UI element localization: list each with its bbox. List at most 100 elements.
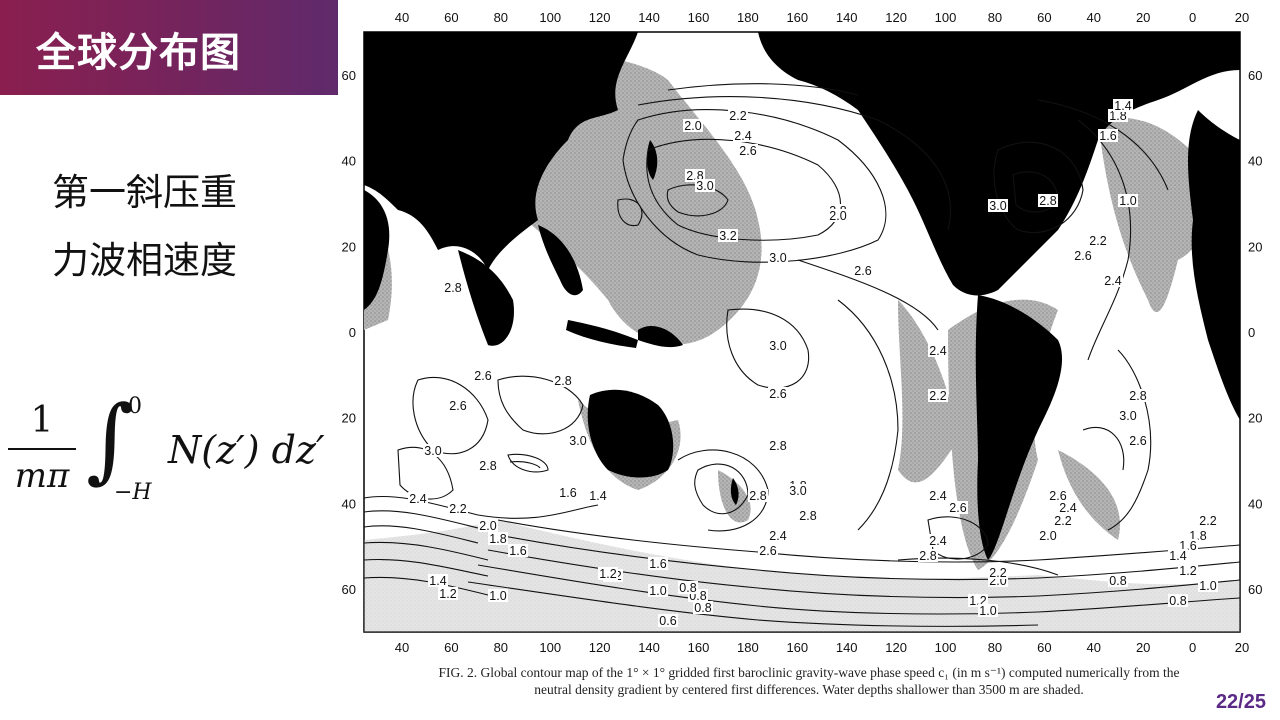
- bottom-axis-label: 20: [1235, 640, 1249, 655]
- contour-label-bg: [1058, 501, 1078, 514]
- contour-label-bg: [478, 459, 498, 472]
- formula-numerator: 1: [30, 400, 54, 441]
- contour-label-bg: [695, 179, 715, 192]
- right-axis-label: 20: [1248, 411, 1262, 426]
- left-axis-label: 60: [342, 582, 356, 597]
- top-axis-label: 100: [935, 10, 957, 25]
- contour-value-label: 1.2: [439, 587, 456, 601]
- contour-label-bg: [1178, 564, 1198, 577]
- contour-label-bg: [1088, 234, 1108, 247]
- bottom-axis-label: 120: [885, 640, 907, 655]
- contour-value-label: 3.0: [789, 484, 806, 498]
- contour-label-bg: [1098, 129, 1118, 142]
- contour-value-label: 2.8: [749, 489, 766, 503]
- contour-label-bg: [718, 229, 738, 242]
- contour-value-label: 3.0: [424, 444, 441, 458]
- contour-label-bg: [423, 444, 443, 457]
- contour-label-bg: [1053, 514, 1073, 527]
- phase-speed-formula: 1 mπ ∫ 0 −H N(z′) dz′: [6, 388, 336, 518]
- contour-value-label: 2.2: [1089, 234, 1106, 248]
- contour-label-bg: [685, 169, 705, 182]
- contour-label-bg: [448, 502, 468, 515]
- contour-label-bg: [968, 594, 988, 607]
- contour-label-bg: [598, 567, 618, 580]
- contour-value-label: 1.0: [979, 604, 996, 618]
- contour-label-bg: [488, 532, 508, 545]
- contour-value-label: 2.6: [449, 399, 466, 413]
- land-masses: [364, 32, 1240, 560]
- contour-value-label: 2.4: [1059, 501, 1076, 515]
- contour-value-label: 1.2: [599, 567, 616, 581]
- contour-label-bg: [928, 534, 948, 547]
- contour-label-bg: [928, 344, 948, 357]
- contour-label-bg: [683, 119, 703, 132]
- bottom-axis-label: 140: [836, 640, 858, 655]
- contour-label-bg: [1118, 409, 1138, 422]
- contour-value-label: 2.4: [734, 129, 751, 143]
- left-axis-label: 20: [342, 411, 356, 426]
- title-banner: 全球分布图: [0, 0, 338, 95]
- shallow-water-shading: [364, 44, 1240, 632]
- contour-value-label: 2.8: [799, 509, 816, 523]
- contour-value-label: 2.6: [739, 144, 756, 158]
- contour-label-bg: [588, 489, 608, 502]
- contour-label-bg: [443, 281, 463, 294]
- contour-label-bg: [1128, 389, 1148, 402]
- contour-value-label: 1.6: [1099, 129, 1116, 143]
- bottom-axis-label: 20: [1136, 640, 1150, 655]
- contour-value-label: 2.6: [1074, 249, 1091, 263]
- contour-value-label: 1.8: [1109, 109, 1126, 123]
- contour-value-label: 1.0: [1119, 194, 1136, 208]
- caption-line-2: neutral density gradient by centered fir…: [534, 682, 1084, 697]
- contour-lines: [363, 83, 1241, 627]
- top-axis-label: 20: [1136, 10, 1150, 25]
- contour-label-bg: [1188, 529, 1208, 542]
- left-axis-label: 40: [342, 496, 356, 511]
- contour-value-label: 2.6: [1129, 434, 1146, 448]
- contour-label-bg: [1108, 109, 1128, 122]
- contour-value-label: 2.6: [759, 544, 776, 558]
- contour-value-label: 2.2: [1054, 514, 1071, 528]
- top-axis-label: 180: [737, 10, 759, 25]
- contour-label-bg: [428, 574, 448, 587]
- contour-label-bg: [553, 374, 573, 387]
- contour-value-label: 0.8: [694, 601, 711, 615]
- right-axis-label: 20: [1248, 239, 1262, 254]
- contour-label-bg: [488, 589, 508, 602]
- top-axis-label: 80: [494, 10, 508, 25]
- contour-value-label: 1.0: [1199, 579, 1216, 593]
- contour-label-bg: [798, 509, 818, 522]
- contour-label-bg: [508, 544, 528, 557]
- contour-value-label: 2.4: [769, 529, 786, 543]
- contour-value-label: 2.6: [1049, 489, 1066, 503]
- figure-caption: FIG. 2. Global contour map of the 1° × 1…: [338, 664, 1280, 698]
- contour-value-label: 2.2: [989, 566, 1006, 580]
- top-axis-label: 20: [1235, 10, 1249, 25]
- contour-label-bg: [918, 549, 938, 562]
- contour-label-bg: [768, 339, 788, 352]
- contour-label-bg: [473, 369, 493, 382]
- contour-label-bg: [768, 251, 788, 264]
- formula-denominator: mπ: [14, 456, 70, 496]
- contour-label-bg: [648, 584, 668, 597]
- contour-label-bg: [1113, 99, 1133, 112]
- contour-value-label: 2.8: [479, 459, 496, 473]
- contour-value-label: 1.6: [559, 486, 576, 500]
- top-axis-label: 140: [638, 10, 660, 25]
- contour-value-label: 2.0: [684, 119, 701, 133]
- top-axis-label: 100: [539, 10, 561, 25]
- contour-label-bg: [748, 489, 768, 502]
- contour-value-label: 2.4: [409, 492, 426, 506]
- contour-label-bg: [648, 557, 668, 570]
- contour-label-bg: [448, 399, 468, 412]
- axis-labels: 40 60 80 100 120 140 160 180 160 140 120 100 80 60 40 2…: [342, 10, 1263, 655]
- contour-label-bg: [1073, 249, 1093, 262]
- contour-value-label: 0.8: [1109, 574, 1126, 588]
- contour-label-bg: [1118, 194, 1138, 207]
- contour-map: 40 60 80 100 120 140 160 180 160 140 120 100 80 60 40 2…: [342, 10, 1263, 655]
- left-axis-label: 40: [342, 154, 356, 169]
- bottom-axis-label: 100: [935, 640, 957, 655]
- bottom-axis-label: 60: [444, 640, 458, 655]
- contour-value-label: 3.0: [769, 251, 786, 265]
- contour-value-labels: 2.22.02.42.62.83.03.23.02.82.62.83.02.82…: [408, 99, 1218, 628]
